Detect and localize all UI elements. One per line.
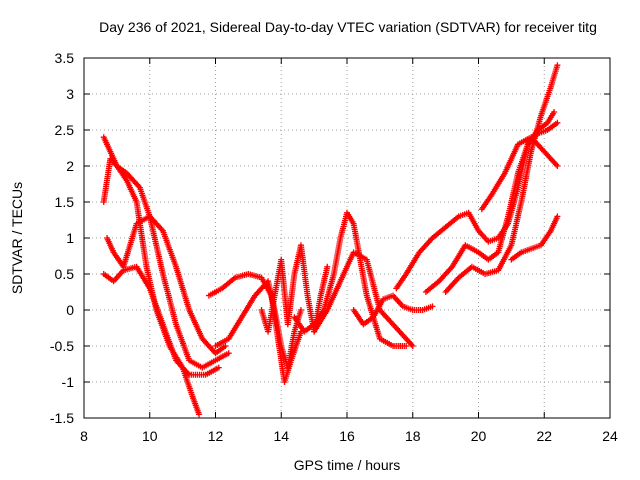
series-trace [292,211,408,349]
y-tick-label: 3.5 [55,50,75,66]
series-trace [207,271,304,383]
x-tick-label: 8 [80,428,88,444]
series-arc-2 [100,263,222,378]
x-tick-label: 12 [208,428,224,444]
x-axis: 8 10 12 14 16 18 20 22 24 [80,58,618,444]
series-trace [259,244,330,333]
series-trace [443,64,560,294]
series-arc-3 [100,134,232,371]
y-tick-label: -1 [62,374,75,390]
series-arc-12 [422,119,561,295]
series-trace [312,250,415,348]
x-tick-label: 16 [339,428,355,444]
y-tick-label: 1.5 [55,194,75,210]
series [100,62,561,418]
y-tick-label: 0.5 [55,266,75,282]
x-tick-label: 14 [273,428,289,444]
series-arc-9 [311,249,416,349]
y-axis: 3.5 3 2.5 2 1.5 1 0.5 0 -0.5 -1 -1.5 [50,50,610,426]
x-tick-label: 22 [536,428,552,444]
chart-title: Day 236 of 2021, Sidereal Day-to-day VTE… [99,19,597,35]
y-tick-label: 2.5 [55,122,75,138]
y-tick-label: 0 [66,302,74,318]
series-arc-15 [508,213,561,263]
x-tick-label: 18 [405,428,421,444]
series-arc-8 [291,209,410,349]
grid [84,58,610,418]
series-arc-10 [350,292,436,328]
series-trace [102,264,220,378]
series-trace [479,135,560,211]
y-tick-label: 1 [66,230,74,246]
x-tick-label: 10 [142,428,158,444]
series-trace [214,279,304,369]
x-tick-label: 20 [471,428,487,444]
series-arc-4 [104,213,229,357]
y-tick-label: -0.5 [50,338,74,354]
series-arc-6 [212,278,304,371]
series-trace [510,215,560,262]
y-tick-label: 3 [66,86,74,102]
series-arc-13 [442,62,561,295]
series-trace [104,214,227,355]
x-tick-label: 24 [602,428,618,444]
series-trace [351,293,434,327]
y-axis-label: SDTVAR / TECUs [9,182,25,294]
series-arc-14 [478,134,561,213]
y-tick-label: -1.5 [50,410,74,426]
series-trace [101,136,230,370]
x-axis-label: GPS time / hours [294,457,401,473]
y-tick-label: 2 [66,158,74,174]
